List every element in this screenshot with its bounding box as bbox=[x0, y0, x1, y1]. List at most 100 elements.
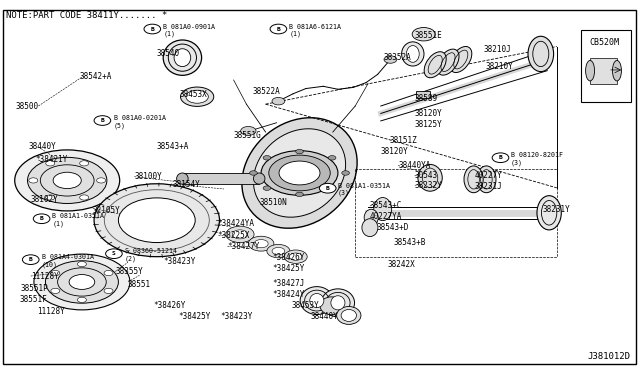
Text: 38500: 38500 bbox=[16, 102, 39, 110]
Circle shape bbox=[289, 253, 302, 260]
Text: 38543+B: 38543+B bbox=[394, 238, 426, 247]
Text: B 081A6-6121A
(1): B 081A6-6121A (1) bbox=[289, 24, 341, 37]
Circle shape bbox=[29, 178, 38, 183]
Text: 38453Y: 38453Y bbox=[291, 301, 319, 310]
Ellipse shape bbox=[320, 297, 343, 315]
Ellipse shape bbox=[418, 164, 442, 191]
Ellipse shape bbox=[364, 209, 378, 226]
Circle shape bbox=[267, 244, 290, 258]
Ellipse shape bbox=[337, 307, 361, 324]
Circle shape bbox=[250, 171, 257, 175]
Text: 30543: 30543 bbox=[415, 171, 438, 180]
Circle shape bbox=[69, 275, 95, 289]
Text: 38453X: 38453X bbox=[179, 90, 207, 99]
Text: 38551E: 38551E bbox=[415, 31, 442, 40]
Circle shape bbox=[144, 24, 161, 34]
Text: *38424YA: *38424YA bbox=[218, 219, 255, 228]
Circle shape bbox=[77, 297, 86, 302]
Text: 38440Y: 38440Y bbox=[310, 312, 338, 321]
Circle shape bbox=[94, 116, 111, 125]
Ellipse shape bbox=[537, 196, 561, 230]
Text: 38543+A: 38543+A bbox=[157, 142, 189, 151]
Text: B 081A1-0351A
(3): B 081A1-0351A (3) bbox=[338, 183, 390, 196]
Text: B 08120-8201F
(3): B 08120-8201F (3) bbox=[511, 153, 563, 166]
Text: 38154Y: 38154Y bbox=[173, 180, 200, 189]
Ellipse shape bbox=[310, 294, 324, 308]
Circle shape bbox=[319, 183, 336, 193]
Circle shape bbox=[384, 56, 397, 63]
Circle shape bbox=[232, 230, 248, 239]
Ellipse shape bbox=[186, 90, 209, 103]
Circle shape bbox=[272, 247, 285, 255]
Ellipse shape bbox=[362, 219, 378, 237]
Circle shape bbox=[342, 171, 349, 175]
Ellipse shape bbox=[300, 286, 333, 315]
Text: 38551: 38551 bbox=[128, 280, 151, 289]
Ellipse shape bbox=[424, 52, 446, 78]
Circle shape bbox=[34, 254, 130, 310]
Text: B 081A0-0201A
(5): B 081A0-0201A (5) bbox=[114, 115, 166, 129]
Text: B: B bbox=[100, 118, 104, 123]
Text: B 081A0-0901A
(1): B 081A0-0901A (1) bbox=[163, 24, 215, 37]
Text: 38440Y: 38440Y bbox=[29, 142, 56, 151]
Circle shape bbox=[79, 161, 88, 166]
Text: 38355Y: 38355Y bbox=[115, 267, 143, 276]
Ellipse shape bbox=[177, 173, 188, 184]
Circle shape bbox=[53, 172, 81, 189]
Circle shape bbox=[270, 24, 287, 34]
Text: B: B bbox=[499, 155, 502, 160]
Ellipse shape bbox=[437, 49, 459, 75]
Text: 38440YA: 38440YA bbox=[398, 161, 431, 170]
Ellipse shape bbox=[321, 289, 355, 317]
Ellipse shape bbox=[477, 166, 496, 193]
Circle shape bbox=[104, 288, 113, 294]
Circle shape bbox=[45, 261, 118, 303]
Circle shape bbox=[118, 198, 195, 243]
Circle shape bbox=[263, 186, 271, 190]
Ellipse shape bbox=[612, 60, 621, 81]
Text: 38543+D: 38543+D bbox=[376, 223, 409, 232]
Circle shape bbox=[248, 236, 274, 251]
Circle shape bbox=[492, 153, 509, 163]
Circle shape bbox=[106, 249, 122, 259]
Ellipse shape bbox=[402, 42, 424, 66]
Text: *38421Y: *38421Y bbox=[35, 155, 68, 164]
Text: 38120Y: 38120Y bbox=[415, 109, 442, 118]
Text: 38231J: 38231J bbox=[475, 182, 502, 191]
Circle shape bbox=[15, 150, 120, 211]
Text: 38543+C: 38543+C bbox=[370, 201, 403, 210]
Text: *38425Y: *38425Y bbox=[178, 312, 211, 321]
Bar bbox=[581, 30, 631, 102]
Text: 38510N: 38510N bbox=[259, 198, 287, 207]
Text: *38426Y: *38426Y bbox=[272, 253, 305, 262]
Text: *38423Y: *38423Y bbox=[221, 312, 253, 321]
Circle shape bbox=[254, 240, 268, 248]
Circle shape bbox=[261, 151, 338, 195]
Circle shape bbox=[226, 226, 254, 243]
Bar bbox=[590, 58, 617, 84]
Text: B 081A4-0301A
(10): B 081A4-0301A (10) bbox=[42, 254, 93, 268]
Circle shape bbox=[97, 178, 106, 183]
Text: B: B bbox=[29, 257, 33, 262]
Text: *38426Y: *38426Y bbox=[154, 301, 186, 310]
Text: 38352A: 38352A bbox=[384, 53, 412, 62]
Text: 11128Y: 11128Y bbox=[31, 272, 58, 280]
Text: 38540: 38540 bbox=[157, 49, 180, 58]
Text: 40227Y: 40227Y bbox=[475, 171, 502, 180]
Text: 38210J: 38210J bbox=[483, 45, 511, 54]
Text: 38151Z: 38151Z bbox=[389, 136, 417, 145]
Ellipse shape bbox=[528, 36, 554, 72]
Text: 38125Y: 38125Y bbox=[415, 120, 442, 129]
Text: *38424Y: *38424Y bbox=[272, 290, 305, 299]
Circle shape bbox=[46, 161, 55, 166]
Text: 32105Y: 32105Y bbox=[93, 206, 120, 215]
Circle shape bbox=[51, 270, 60, 276]
Circle shape bbox=[296, 149, 303, 154]
Circle shape bbox=[77, 262, 86, 267]
Circle shape bbox=[328, 186, 336, 190]
Text: B: B bbox=[326, 186, 330, 191]
Text: S 08360-51214
(2): S 08360-51214 (2) bbox=[125, 248, 177, 262]
Text: S: S bbox=[112, 251, 116, 256]
Circle shape bbox=[284, 250, 307, 263]
Ellipse shape bbox=[406, 46, 419, 62]
